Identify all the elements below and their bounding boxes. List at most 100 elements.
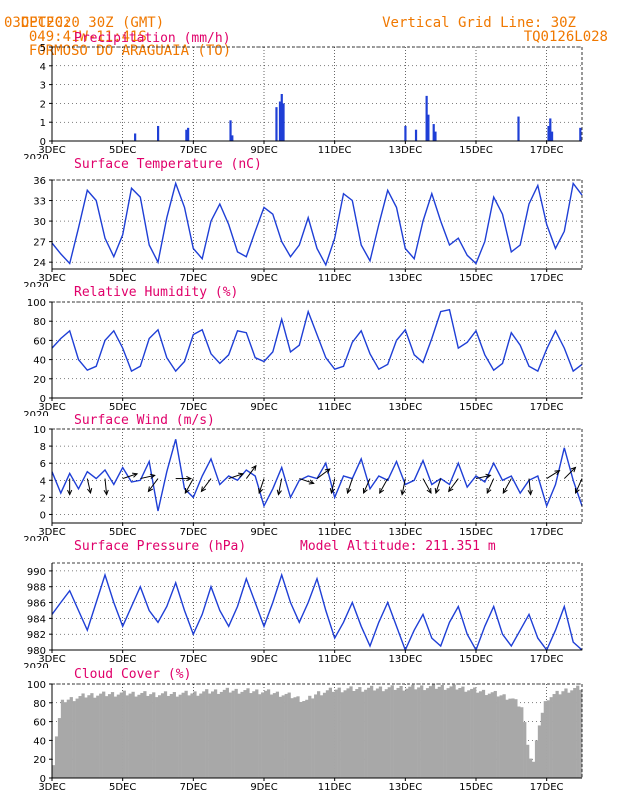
x-tick-label: 7DEC [180, 527, 207, 538]
y-tick-label: 20 [33, 755, 46, 766]
wind-arrowhead [132, 472, 139, 478]
wind-arrow [228, 473, 244, 480]
cloud-bar [505, 699, 509, 778]
cloud-bar [57, 718, 62, 778]
cloud-bar [552, 694, 556, 778]
cloud-bar [163, 691, 168, 778]
cloud-bar [514, 699, 518, 778]
y-tick-label: 30 [33, 217, 46, 228]
y-tick-label: 2 [40, 493, 46, 504]
y-tick-label: 10 [33, 425, 46, 436]
cloud-bar [261, 692, 265, 778]
wind-arrow [486, 478, 495, 494]
cloud-bar [290, 698, 294, 778]
cloud-bar [467, 690, 471, 778]
cloud-bar [434, 688, 439, 778]
cloud-bar [405, 688, 409, 778]
x-tick-label: 7DEC [180, 654, 207, 665]
cloud-bar [196, 695, 200, 778]
cloud-bar [149, 694, 153, 778]
cloud-bar [484, 695, 489, 778]
cloud-bar [402, 690, 406, 778]
cloud-bar [143, 691, 147, 778]
cloud-bar [355, 689, 359, 778]
cloud-bar [555, 690, 559, 778]
precip-bar [427, 114, 430, 141]
wind-arrow [258, 478, 265, 494]
cloud-bar [122, 690, 126, 778]
y-tick-label: 4 [40, 476, 46, 487]
cloud-bar [169, 693, 174, 778]
y-tick-label: 60 [33, 718, 46, 729]
y-tick-label: 0 [40, 510, 46, 521]
wind-arrow [379, 478, 389, 494]
x-tick-label: 17DEC [530, 782, 564, 793]
x-tick-label: 13DEC [388, 145, 422, 156]
panel-title: Surface Pressure (hPa) [74, 539, 246, 554]
panel-3: 0 20 40 60 80 100 3DEC 5DEC 7DEC 9DEC 11DEC 13DEC 15… [23, 285, 583, 421]
cloud-bar [375, 688, 380, 778]
cloud-bar [258, 694, 262, 778]
wind-arrowhead [200, 486, 207, 493]
cloud-bar [158, 695, 162, 778]
x-tick-label: 11DEC [318, 782, 352, 793]
cloud-bar [110, 692, 115, 778]
wind-arrowhead [362, 487, 368, 495]
wind-arrow [401, 478, 406, 495]
y-tick-label: 3 [40, 81, 46, 92]
cloud-bar [349, 686, 353, 778]
y-tick-label: 40 [33, 736, 46, 747]
precip-bar [157, 125, 160, 141]
x-tick-label: 3DEC [38, 527, 65, 538]
cloud-bar [481, 689, 486, 778]
cloud-bar [452, 684, 456, 778]
y-tick-label: 2 [40, 99, 46, 110]
cloud-bar [255, 689, 259, 778]
series-line [51, 572, 583, 652]
cloud-bar [367, 687, 371, 778]
cloud-bar [155, 697, 159, 778]
series-line [51, 439, 583, 512]
cloud-bar [511, 698, 515, 778]
cloud-bar [137, 694, 141, 778]
x-tick-label: 15DEC [459, 527, 493, 538]
cloud-bar [322, 692, 327, 778]
precip-bar [280, 94, 283, 141]
precip-bar [282, 103, 285, 141]
x-tick-label: 3DEC [38, 654, 65, 665]
precip-bar [550, 131, 554, 141]
y-tick-label: 0 [40, 394, 46, 405]
cloud-bar [390, 685, 394, 778]
wind-arrow [546, 470, 560, 479]
header-location: FORMOSO DO ARAGUAIA (TO) [28, 43, 232, 59]
x-tick-label: 11DEC [318, 145, 352, 156]
y-tick-label: 0 [40, 137, 46, 148]
y-tick-label: 984 [27, 614, 46, 625]
precip-bar [229, 120, 232, 141]
wind-arrow [528, 478, 532, 495]
cloud-bar [287, 692, 291, 778]
x-tick-label: 11DEC [318, 273, 352, 284]
cloud-bar [311, 698, 315, 778]
cloud-bar [473, 687, 477, 778]
cloud-bar [381, 691, 386, 778]
panel-title: Relative Humidity (%) [74, 285, 238, 300]
cloud-bar [334, 689, 338, 778]
cloud-bar [237, 693, 241, 778]
cloud-bar [119, 692, 123, 778]
cloud-bar [440, 685, 444, 778]
cloud-bar [423, 690, 427, 778]
series-line [51, 181, 583, 267]
x-tick-label: 7DEC [180, 402, 207, 413]
y-tick-label: 100 [27, 298, 46, 309]
cloud-bar [105, 696, 109, 778]
wind-arrow [147, 478, 159, 492]
wind-arrow [200, 478, 212, 492]
cloud-bar [208, 693, 212, 778]
cloud-bar [564, 688, 568, 778]
panel-1: 0 1 2 3 4 5 3DEC 5DEC 7DEC 9DEC 11DEC 13DEC 15DEC 17D… [23, 31, 583, 164]
cloud-bar [361, 691, 365, 778]
cloud-bar [240, 691, 244, 778]
precip-bar [517, 116, 520, 141]
x-tick-label: 9DEC [250, 402, 277, 413]
